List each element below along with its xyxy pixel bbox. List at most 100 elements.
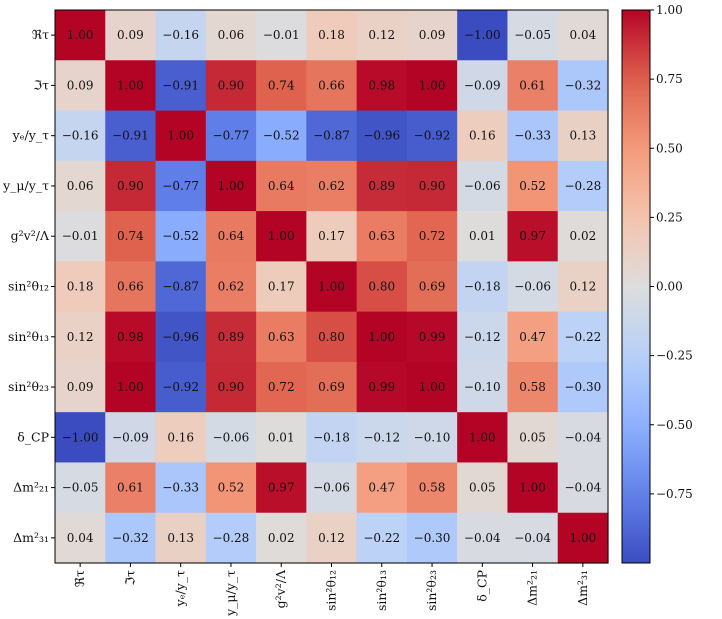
heatmap-cell-label: 0.62: [318, 179, 345, 193]
heatmap-cell: [406, 160, 458, 212]
heatmap-cell-label: −0.87: [162, 280, 199, 294]
heatmap-cell: [155, 211, 207, 262]
colorbar-tick-label: 0.50: [656, 141, 683, 155]
heatmap-cell-label: 0.16: [469, 129, 496, 143]
heatmap-cell: [457, 462, 509, 514]
heatmap-cell-label: −0.91: [162, 78, 199, 92]
y-tick-label: Δm²₃₁: [13, 530, 49, 545]
heatmap-cell-label: 0.06: [218, 28, 245, 42]
heatmap-cell-label: 0.63: [268, 330, 295, 344]
heatmap-cell-label: 0.90: [218, 380, 245, 394]
heatmap-cell: [256, 211, 307, 262]
x-tick-label: yₑ/y_τ: [173, 570, 188, 607]
heatmap-cell-label: 0.09: [67, 380, 94, 394]
heatmap-cell-label: 0.13: [167, 531, 194, 545]
heatmap-cell-label: 1.00: [318, 280, 345, 294]
heatmap-cell-label: −0.52: [263, 129, 300, 143]
heatmap-cell: [155, 412, 207, 464]
heatmap-cell: [205, 110, 257, 162]
heatmap-cell: [155, 261, 207, 313]
x-tick-label: y_μ/y_τ: [223, 570, 238, 617]
heatmap-cell-label: 1.00: [268, 229, 295, 243]
heatmap-cell: [256, 110, 307, 162]
heatmap-cell: [55, 462, 106, 514]
heatmap-cell-label: −0.33: [162, 481, 199, 495]
heatmap-cell: [356, 211, 408, 262]
heatmap-cell: [105, 160, 157, 212]
heatmap-cell: [507, 462, 559, 514]
heatmap-cell-label: 1.00: [67, 28, 94, 42]
heatmap-cell-label: −0.96: [162, 330, 199, 344]
heatmap-cell: [457, 311, 509, 363]
heatmap-cell: [406, 261, 458, 313]
heatmap-cell-label: 0.97: [268, 481, 295, 495]
heatmap-cell-label: −0.28: [564, 179, 601, 193]
heatmap-cell: [256, 160, 307, 212]
heatmap-cell: [205, 60, 257, 112]
heatmap-cell-label: −0.12: [363, 430, 400, 444]
heatmap-cell-label: 0.63: [368, 229, 395, 243]
heatmap-cell: [356, 10, 408, 61]
heatmap-cell: [306, 60, 358, 112]
heatmap-cell: [356, 261, 408, 313]
heatmap-cell-label: −0.05: [62, 481, 99, 495]
colorbar-tick-label: −0.25: [656, 349, 693, 363]
heatmap-cell: [256, 261, 307, 313]
heatmap-cell: [557, 261, 609, 313]
heatmap-cell-label: 1.00: [519, 481, 546, 495]
y-tick-label: g²v²/Λ: [11, 228, 50, 243]
heatmap-cell: [406, 211, 458, 262]
heatmap-cell-label: −0.91: [112, 129, 149, 143]
heatmap-cell: [105, 60, 157, 112]
heatmap-cell-label: 0.09: [117, 28, 144, 42]
heatmap-cell: [557, 110, 609, 162]
heatmap-cell-label: −0.06: [213, 430, 250, 444]
heatmap-cell: [507, 10, 559, 61]
heatmap-cell: [205, 261, 257, 313]
heatmap-cell: [557, 160, 609, 212]
heatmap-cell: [406, 512, 458, 564]
heatmap-cell: [356, 412, 408, 464]
heatmap-cell: [406, 60, 458, 112]
heatmap-cell: [55, 412, 106, 464]
heatmap-cell-label: −0.04: [514, 531, 551, 545]
heatmap-cell-label: −0.92: [162, 380, 199, 394]
heatmap-cell-label: −0.06: [313, 481, 350, 495]
heatmap-cell-label: 0.80: [368, 280, 395, 294]
heatmap-cell-label: 0.12: [67, 330, 94, 344]
heatmap-cell: [406, 110, 458, 162]
heatmap-cell-label: −0.96: [363, 129, 400, 143]
heatmap-cell-label: 0.74: [268, 78, 295, 92]
heatmap-cell: [507, 160, 559, 212]
heatmap-cell: [356, 512, 408, 564]
heatmap-cell-label: −0.01: [62, 229, 99, 243]
heatmap-cell: [306, 361, 358, 413]
heatmap-cell: [306, 512, 358, 564]
heatmap-cell: [105, 311, 157, 363]
y-tick-label: Δm²₂₁: [13, 480, 49, 495]
heatmap-cell-label: 0.02: [268, 531, 295, 545]
colorbar-tick-label: −0.50: [656, 418, 693, 432]
heatmap-cell: [406, 462, 458, 514]
heatmap-cell-label: −0.32: [564, 78, 601, 92]
heatmap-cell: [105, 361, 157, 413]
y-tick-label: ℜτ: [32, 27, 49, 42]
colorbar-tick-label: 1.00: [656, 3, 683, 17]
heatmap-cell: [306, 311, 358, 363]
x-tick-label: ℜτ: [72, 570, 87, 587]
heatmap-cell-label: 1.00: [117, 380, 144, 394]
heatmap-cell: [105, 10, 157, 61]
heatmap-cell-label: −0.52: [162, 229, 199, 243]
heatmap-cell-label: 0.16: [167, 430, 194, 444]
heatmap-cell-label: −0.16: [162, 28, 199, 42]
heatmap-cell-label: 1.00: [419, 78, 446, 92]
heatmap-cell-label: 0.18: [67, 280, 94, 294]
colorbar: 1.00 0.75 0.50 0.25 0.00 −0.25 −0.50 −0.75: [621, 3, 693, 564]
x-tick-label: Δm²₂₁: [525, 570, 540, 606]
heatmap-cell: [406, 10, 458, 61]
heatmap-cell-label: 0.52: [218, 481, 245, 495]
heatmap-cell: [306, 412, 358, 464]
heatmap-cell: [557, 211, 609, 262]
heatmap-cell: [507, 512, 559, 564]
heatmap-cell-label: −0.87: [313, 129, 350, 143]
